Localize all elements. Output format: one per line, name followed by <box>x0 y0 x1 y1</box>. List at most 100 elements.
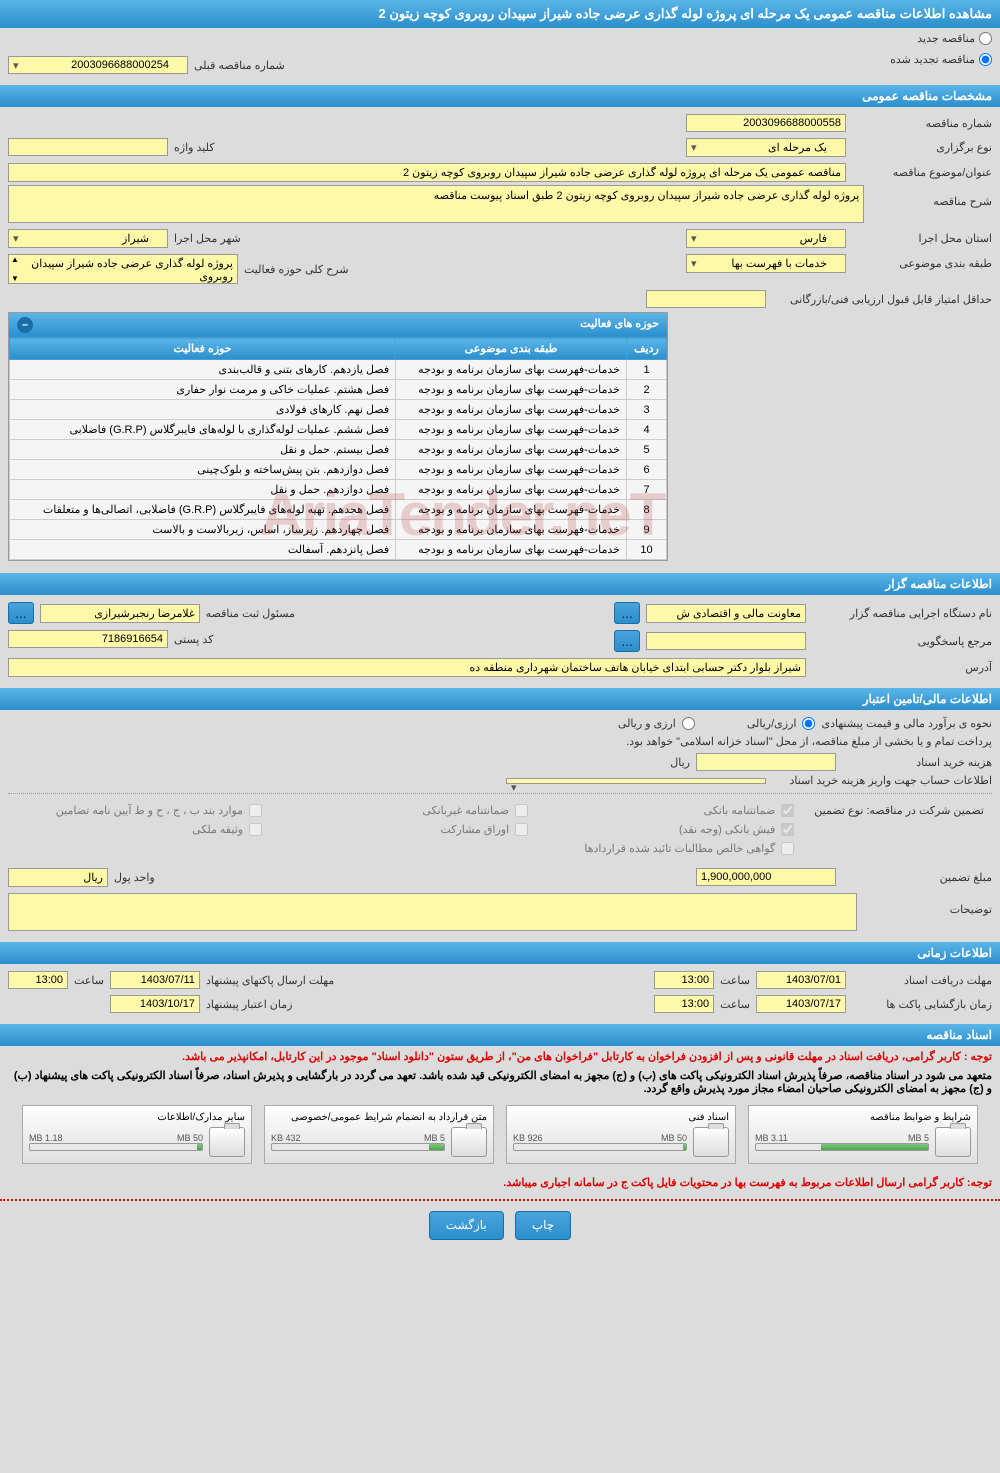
org-name-more-button[interactable]: ... <box>614 602 640 624</box>
expl-field[interactable] <box>8 893 857 931</box>
radio-new-label: مناقصه جدید <box>917 32 975 45</box>
section-docs: اسناد مناقصه <box>0 1024 1000 1046</box>
hour-label-3: ساعت <box>720 998 750 1011</box>
radio-both[interactable] <box>682 717 695 730</box>
keyword-label: کلید واژه <box>174 141 214 154</box>
docs-note3: توجه: کاربر گرامی ارسال اطلاعات مربوط به… <box>0 1172 1000 1193</box>
number-label: شماره مناقصه <box>852 117 992 130</box>
cost-label: هزینه خرید اسناد <box>842 756 992 769</box>
table-row: 9خدمات-فهرست بهای سازمان برنامه و بودجهف… <box>10 520 667 540</box>
g3-label: موارد بند ب ، ج ، ح و ط آیین نامه تضامین <box>56 804 243 817</box>
activity-desc-label: شرح کلی حوزه فعالیت <box>244 263 349 276</box>
g6-label: وثیقه ملکی <box>192 823 243 836</box>
send-label: مهلت ارسال پاکتهای پیشنهاد <box>206 974 334 987</box>
doc-item[interactable]: متن قرارداد به انضمام شرایط عمومی/خصوصی … <box>264 1105 494 1164</box>
table-row: 3خدمات-فهرست بهای سازمان برنامه و بودجهف… <box>10 400 667 420</box>
opt1-label: ارزی/ریالی <box>747 717 797 730</box>
cost-field[interactable] <box>696 753 836 771</box>
category-select[interactable]: خدمات با فهرست بها <box>686 254 846 273</box>
folder-icon <box>451 1127 487 1157</box>
postal-field: 7186916654 <box>8 630 168 648</box>
g7-label: گواهی خالص مطالبات تائید شده قراردادها <box>584 842 775 855</box>
cb-g4 <box>781 823 794 836</box>
province-select[interactable]: فارس <box>686 229 846 248</box>
min-score-field[interactable] <box>646 290 766 308</box>
g2-label: ضمانتنامه غیربانکی <box>422 804 509 817</box>
city-label: شهر محل اجرا <box>174 232 241 245</box>
payment-note: پرداخت تمام و یا بخشی از مبلغ مناقصه، از… <box>8 733 992 750</box>
activity-desc-text: پروژه لوله گذاری عرضی جاده شیراز سپیدان … <box>31 258 233 283</box>
min-score-label: حداقل امتیاز قابل قبول ارزیابی فنی/بازرگ… <box>772 293 992 306</box>
table-row: 2خدمات-فهرست بهای سازمان برنامه و بودجهف… <box>10 380 667 400</box>
method-label: نحوه ی برآورد مالی و قیمت پیشنهادی <box>821 717 992 730</box>
g1-label: ضمانتنامه بانکی <box>704 804 776 817</box>
amount-label: مبلغ تضمین <box>842 871 992 884</box>
addr-label: آدرس <box>812 661 992 674</box>
radio-renewed-label: مناقصه تجدید شده <box>890 53 975 66</box>
prev-number-select[interactable]: 2003096688000254 <box>8 56 188 74</box>
scroll-down-icon[interactable]: ▼ <box>11 274 19 283</box>
folder-icon <box>209 1127 245 1157</box>
collapse-icon[interactable]: – <box>17 317 33 333</box>
table-row: 8خدمات-فهرست بهای سازمان برنامه و بودجهف… <box>10 500 667 520</box>
open-label: زمان بازگشایی پاکت ها <box>852 998 992 1011</box>
doc-item[interactable]: سایر مدارک/اطلاعات 50 MB1.18 MB <box>22 1105 252 1164</box>
amount-field: 1,900,000,000 <box>696 868 836 886</box>
table-row: 1خدمات-فهرست بهای سازمان برنامه و بودجهف… <box>10 360 667 380</box>
docs-grid: شرایط و ضوابط مناقصه 5 MB3.11 MB اسناد ف… <box>0 1097 1000 1172</box>
city-select[interactable]: شیراز <box>8 229 168 248</box>
category-label: طبقه بندی موضوعی <box>852 257 992 270</box>
type-label: نوع برگزاری <box>852 141 992 154</box>
send-time: 13:00 <box>8 971 68 989</box>
org-name-field: معاونت مالی و اقتصادی ش <box>646 604 806 623</box>
folder-icon <box>935 1127 971 1157</box>
activity-desc-field[interactable]: پروژه لوله گذاری عرضی جاده شیراز سپیدان … <box>8 254 238 284</box>
addr-field: شیراز بلوار دکتر حسابی ابتدای خیابان هات… <box>8 658 806 677</box>
ref-field[interactable] <box>646 632 806 650</box>
subject-label: عنوان/موضوع مناقصه <box>852 166 992 179</box>
radio-new[interactable] <box>979 32 992 45</box>
valid-label: زمان اعتبار پیشنهاد <box>206 998 293 1011</box>
radio-rial[interactable] <box>802 717 815 730</box>
docs-note1: توجه : کاربر گرامی، دریافت اسناد در مهلت… <box>0 1046 1000 1067</box>
ref-more-button[interactable]: ... <box>614 630 640 652</box>
keyword-field[interactable] <box>8 138 168 156</box>
hour-label-2: ساعت <box>74 974 104 987</box>
unit-field: ریال <box>8 868 108 887</box>
doc-item[interactable]: شرایط و ضوابط مناقصه 5 MB3.11 MB <box>748 1105 978 1164</box>
type-select[interactable]: یک مرحله ای <box>686 138 846 157</box>
col-area: حوزه فعالیت <box>10 338 396 360</box>
expl-label: توضیحات <box>863 893 992 916</box>
section-organizer: اطلاعات مناقصه گزار <box>0 573 1000 595</box>
activity-table: حوزه های فعالیت – ردیف طبقه بندی موضوعی … <box>8 312 668 561</box>
opt2-label: ارزی و ریالی <box>618 717 676 730</box>
cb-g6 <box>249 823 262 836</box>
cb-g1 <box>781 804 794 817</box>
print-button[interactable]: چاپ <box>515 1211 571 1240</box>
doc-item[interactable]: اسناد فنی 50 MB926 KB <box>506 1105 736 1164</box>
radio-renewed[interactable] <box>979 53 992 66</box>
g5-label: اوراق مشارکت <box>440 823 509 836</box>
account-select[interactable] <box>506 778 766 784</box>
back-button[interactable]: بازگشت <box>429 1211 504 1240</box>
folder-icon <box>693 1127 729 1157</box>
resp-label: مسئول ثبت مناقصه <box>206 607 295 620</box>
account-label: اطلاعات حساب جهت واریز هزینه خرید اسناد <box>772 774 992 787</box>
valid-date: 1403/10/17 <box>110 995 200 1013</box>
unit-label: واحد پول <box>114 871 155 884</box>
cb-g2 <box>515 804 528 817</box>
col-row: ردیف <box>627 338 667 360</box>
ref-label: مرجع پاسخگویی <box>812 635 992 648</box>
page-title: مشاهده اطلاعات مناقصه عمومی یک مرحله ای … <box>0 0 1000 28</box>
table-row: 7خدمات-فهرست بهای سازمان برنامه و بودجهف… <box>10 480 667 500</box>
docs-note2: متعهد می شود در اسناد مناقصه، صرفاً پذیر… <box>0 1067 1000 1097</box>
activity-title: حوزه های فعالیت <box>580 317 659 333</box>
subject-field: مناقصه عمومی یک مرحله ای پروژه لوله گذار… <box>8 163 846 182</box>
resp-more-button[interactable]: ... <box>8 602 34 624</box>
scroll-up-icon[interactable]: ▲ <box>11 255 19 264</box>
hour-label-1: ساعت <box>720 974 750 987</box>
section-timing: اطلاعات زمانی <box>0 942 1000 964</box>
send-date: 1403/07/11 <box>110 971 200 989</box>
postal-label: کد پستی <box>174 633 213 646</box>
number-field: 2003096688000558 <box>686 114 846 132</box>
